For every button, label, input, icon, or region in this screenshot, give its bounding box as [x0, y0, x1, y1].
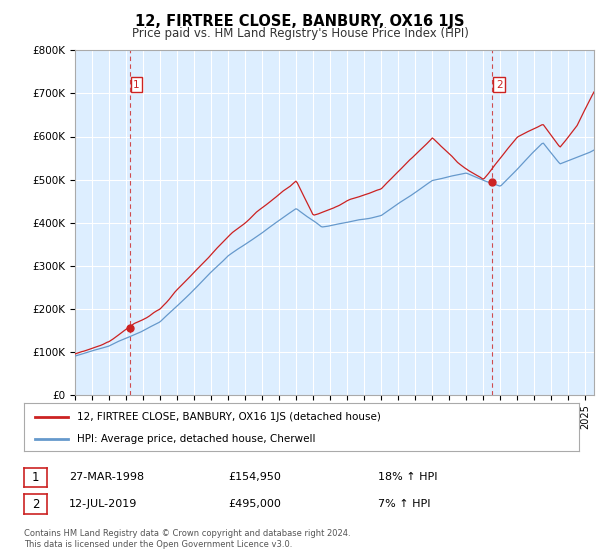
- Text: 2: 2: [32, 497, 39, 511]
- Text: Contains HM Land Registry data © Crown copyright and database right 2024.
This d: Contains HM Land Registry data © Crown c…: [24, 529, 350, 549]
- Text: HPI: Average price, detached house, Cherwell: HPI: Average price, detached house, Cher…: [77, 434, 315, 444]
- Text: 18% ↑ HPI: 18% ↑ HPI: [378, 472, 437, 482]
- Text: 7% ↑ HPI: 7% ↑ HPI: [378, 499, 431, 509]
- Text: 1: 1: [32, 470, 39, 484]
- Text: £154,950: £154,950: [228, 472, 281, 482]
- Text: 2: 2: [496, 80, 502, 90]
- Text: 12, FIRTREE CLOSE, BANBURY, OX16 1JS (detached house): 12, FIRTREE CLOSE, BANBURY, OX16 1JS (de…: [77, 412, 380, 422]
- Text: 27-MAR-1998: 27-MAR-1998: [69, 472, 144, 482]
- Text: 1: 1: [133, 80, 140, 90]
- Text: 12, FIRTREE CLOSE, BANBURY, OX16 1JS: 12, FIRTREE CLOSE, BANBURY, OX16 1JS: [135, 14, 465, 29]
- Text: Price paid vs. HM Land Registry's House Price Index (HPI): Price paid vs. HM Land Registry's House …: [131, 27, 469, 40]
- Text: 12-JUL-2019: 12-JUL-2019: [69, 499, 137, 509]
- Text: £495,000: £495,000: [228, 499, 281, 509]
